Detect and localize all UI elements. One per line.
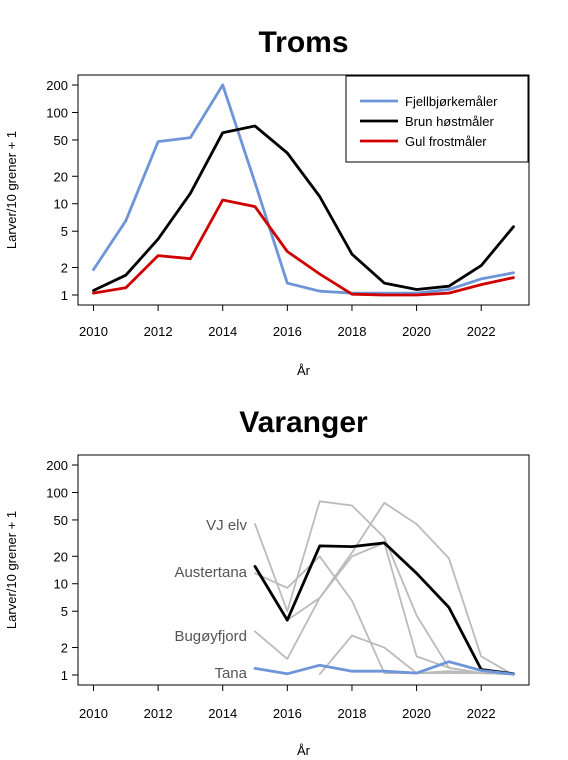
y-tick-label: 50: [54, 133, 68, 148]
y-tick-label: 100: [46, 485, 68, 500]
legend-entry: Fjellbjørkemåler: [405, 94, 498, 109]
chart-panel-troms: Troms 1 2 5 10 20 50 100 200 2010 2012 2014 2016 2018…: [4, 26, 530, 378]
plot-frame: [77, 454, 530, 686]
plot-frame: [77, 74, 530, 306]
y-tick-label: 10: [54, 197, 68, 212]
series-label: Tana: [214, 665, 247, 682]
legend-entry: Brun høstmåler: [405, 114, 495, 129]
y-tick-label: 1: [61, 668, 68, 683]
series-line-tana: [253, 660, 515, 676]
x-tick-label: 2022: [467, 706, 496, 721]
y-tick-label: 20: [54, 169, 68, 184]
y-tick-label: 5: [61, 604, 68, 619]
chart-panel-varanger: Varanger 1 2 5 10 20 50 100 200 2010 2012 2014 2016 2…: [4, 406, 530, 758]
y-tick-label: 100: [46, 105, 68, 120]
x-tick-label: 2010: [79, 324, 108, 339]
y-tick-label: 2: [61, 641, 68, 656]
legend: Fjellbjørkemåler Brun høstmåler Gul frostm…: [345, 75, 529, 163]
series-line-unnamed-1: [286, 501, 515, 676]
x-tick-label: 2014: [208, 706, 237, 721]
y-tick-label: 200: [46, 458, 68, 473]
chart-title: Troms: [258, 26, 348, 59]
x-tick-label: 2016: [273, 324, 302, 339]
x-tick-label: 2012: [144, 706, 173, 721]
x-tick-label: 2020: [402, 324, 431, 339]
x-tick-label: 2018: [338, 324, 367, 339]
legend-entry: Gul frostmåler: [405, 134, 487, 149]
y-tick-label: 20: [54, 549, 68, 564]
chart-title: Varanger: [239, 406, 368, 439]
y-tick-label: 1: [61, 288, 68, 303]
y-tick-label: 2: [61, 261, 68, 276]
legend-box: [345, 75, 529, 163]
x-tick-label: 2022: [467, 324, 496, 339]
y-tick-label: 10: [54, 577, 68, 592]
series-label: Austertana: [174, 564, 247, 581]
x-tick-label: 2020: [402, 706, 431, 721]
series-line-fjellbjørkemåler: [92, 83, 515, 295]
x-axis-label: År: [297, 743, 311, 758]
x-tick-label: 2012: [144, 324, 173, 339]
series-line-austertana: [253, 541, 515, 676]
series-label: VJ elv: [206, 517, 247, 534]
series-line-gul-frostmåler: [92, 198, 515, 297]
y-axis-label: Larver/10 grener + 1: [4, 511, 19, 629]
series-label: Bugøyfjord: [174, 628, 247, 645]
x-axis-label: År: [297, 363, 311, 378]
x-tick-label: 2016: [273, 706, 302, 721]
y-tick-label: 200: [46, 78, 68, 93]
y-tick-label: 5: [61, 224, 68, 239]
series-line-brun-høstmåler: [92, 124, 515, 292]
x-tick-label: 2018: [338, 706, 367, 721]
x-tick-label: 2010: [79, 706, 108, 721]
y-axis-label: Larver/10 grener + 1: [4, 131, 19, 249]
x-tick-label: 2014: [208, 324, 237, 339]
y-tick-label: 50: [54, 513, 68, 528]
